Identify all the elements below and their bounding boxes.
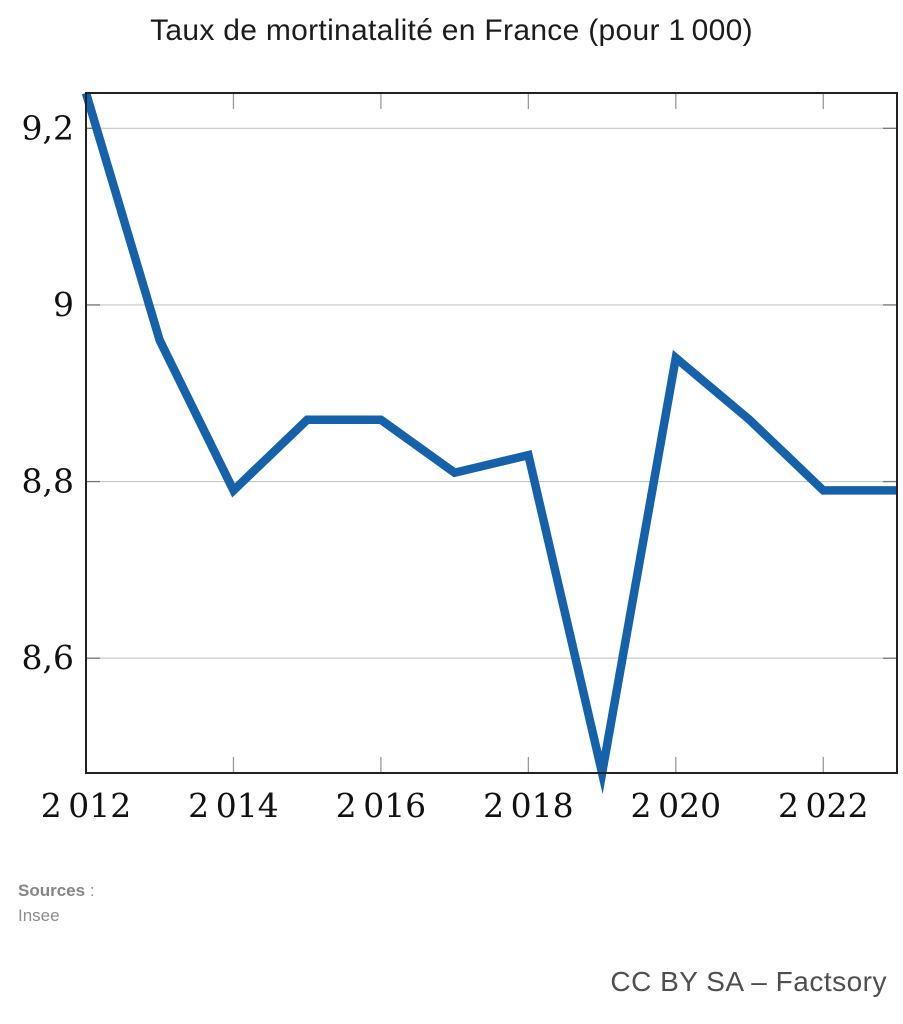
data-line (81, 91, 897, 795)
sources-value: Insee (18, 905, 60, 925)
y-tick-label: 9 (53, 285, 74, 324)
y-tick-label: 8,8 (22, 462, 74, 501)
y-tick-label: 9,2 (22, 108, 74, 147)
x-tick-label: 2 016 (336, 786, 427, 825)
x-tick-label: 2 022 (778, 786, 869, 825)
line-chart-canvas: 8,6 8,8 9 9,2 2 012 2 014 2 016 2 018 2 020 2 022 (22, 91, 898, 825)
sources-colon: : (85, 881, 95, 900)
chart-title: Taux de mortinatalité en France (pour 1 … (150, 14, 753, 47)
license-credit: CC BY SA – Factsory (610, 966, 887, 997)
x-tick-label: 2 012 (41, 786, 132, 825)
plot-border (85, 92, 898, 774)
x-tick-label: 2 020 (631, 786, 722, 825)
y-tick-label: 8,6 (22, 638, 74, 677)
sources-block: Sources : Insee (18, 879, 95, 928)
sources-line: Sources : (18, 879, 95, 904)
x-tick-label: 2 014 (188, 786, 279, 825)
sources-label: Sources (18, 881, 86, 900)
x-tick-label: 2 018 (483, 786, 574, 825)
